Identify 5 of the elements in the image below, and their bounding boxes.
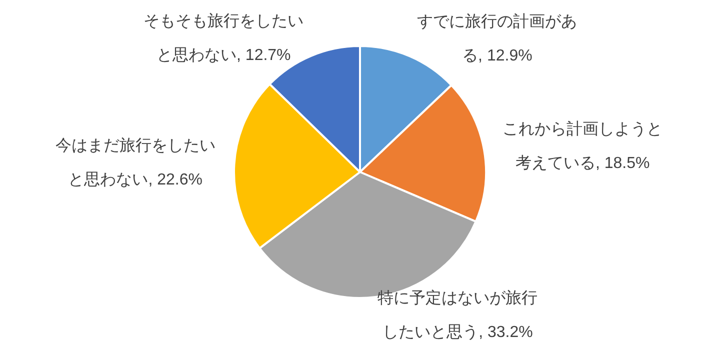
slice-label: これから計画しようと考えている, 18.5%: [502, 120, 663, 172]
slice-label: 特に予定はないが旅行したいと思う, 33.2%: [378, 289, 538, 342]
slice-label: そもそも旅行をしたいと思わない, 12.7%: [144, 12, 304, 64]
slice-label: 今はまだ旅行をしたいと思わない, 22.6%: [55, 136, 216, 189]
slice-label: すでに旅行の計画がある, 12.9%: [417, 12, 578, 64]
